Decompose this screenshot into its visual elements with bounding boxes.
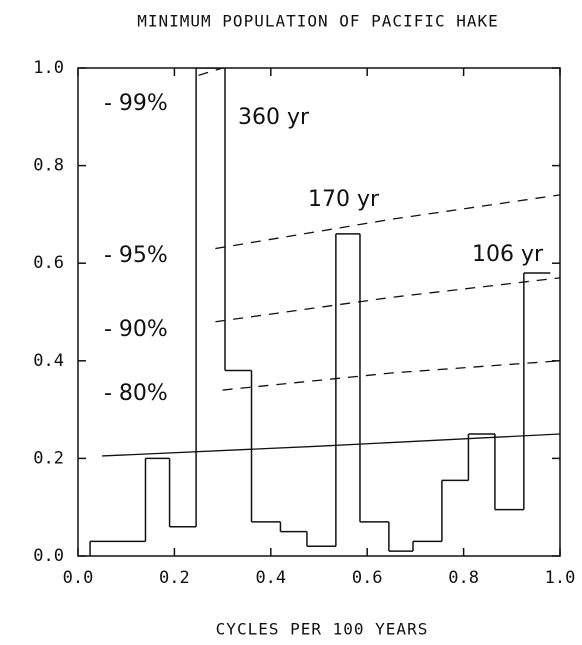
confidence-line [215, 194, 560, 250]
x-tick-label: 0.2 [159, 568, 190, 588]
annotation: - 95% [104, 243, 168, 268]
annotation: - 99% [104, 91, 168, 116]
plot-area [89, 68, 560, 556]
confidence-line [215, 277, 560, 323]
chart-title: MINIMUM POPULATION OF PACIFIC HAKE [137, 12, 499, 31]
annotation: - 90% [104, 317, 168, 342]
x-tick-label: 0.8 [448, 568, 479, 588]
y-tick-label: 1.0 [33, 58, 64, 78]
annotation: 106 yr [472, 242, 544, 267]
y-tick-label: 0.8 [33, 156, 64, 176]
y-tick-label: 0.6 [33, 253, 64, 273]
annotation: 360 yr [238, 105, 310, 130]
x-tick-label: 0.4 [255, 568, 286, 588]
plot-frame [77, 67, 561, 557]
y-tick-label: 0.0 [33, 546, 64, 566]
y-tick-label: 0.4 [33, 351, 64, 371]
annotation: - 80% [104, 381, 168, 406]
confidence-line [222, 360, 560, 391]
x-tick-label: 0.6 [352, 568, 383, 588]
y-tick-label: 0.2 [33, 448, 64, 468]
mean-line [102, 433, 560, 457]
confidence-line [198, 68, 223, 76]
x-tick-label: 1.0 [545, 568, 576, 588]
annotation: 170 yr [308, 187, 380, 212]
x-axis-label: CYCLES PER 100 YEARS [216, 620, 429, 639]
x-tick-label: 0.0 [63, 568, 94, 588]
